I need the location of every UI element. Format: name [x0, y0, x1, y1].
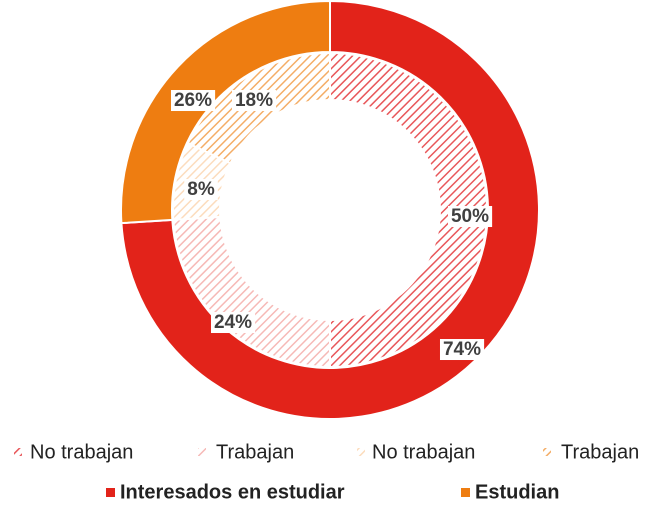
legend-swatch	[14, 448, 22, 456]
value-label-box	[231, 90, 277, 112]
legend-label: No trabajan	[30, 441, 133, 463]
legend-label: Trabajan	[216, 441, 294, 463]
value-label-box	[447, 206, 493, 228]
value-label-box	[184, 179, 218, 201]
legend-label: No trabajan	[372, 441, 475, 463]
legend-label: Interesados en estudiar	[120, 481, 345, 503]
value-label: 24%	[214, 312, 252, 333]
legend-swatch	[461, 488, 470, 497]
value-label: 26%	[174, 90, 212, 111]
value-label-box	[210, 312, 256, 334]
legend-swatch	[357, 448, 365, 456]
legend-swatch	[543, 448, 551, 456]
legend-label: Estudian	[475, 481, 559, 503]
value-label: 74%	[443, 339, 481, 360]
value-label: 8%	[187, 179, 215, 200]
value-label: 50%	[451, 206, 489, 227]
value-label-box	[170, 90, 216, 112]
legend-swatch	[198, 448, 206, 456]
inner-slice	[329, 51, 488, 369]
legend-swatch	[106, 488, 115, 497]
value-label-box	[439, 339, 485, 361]
legend-label: Trabajan	[561, 441, 639, 463]
value-label: 18%	[235, 90, 273, 111]
